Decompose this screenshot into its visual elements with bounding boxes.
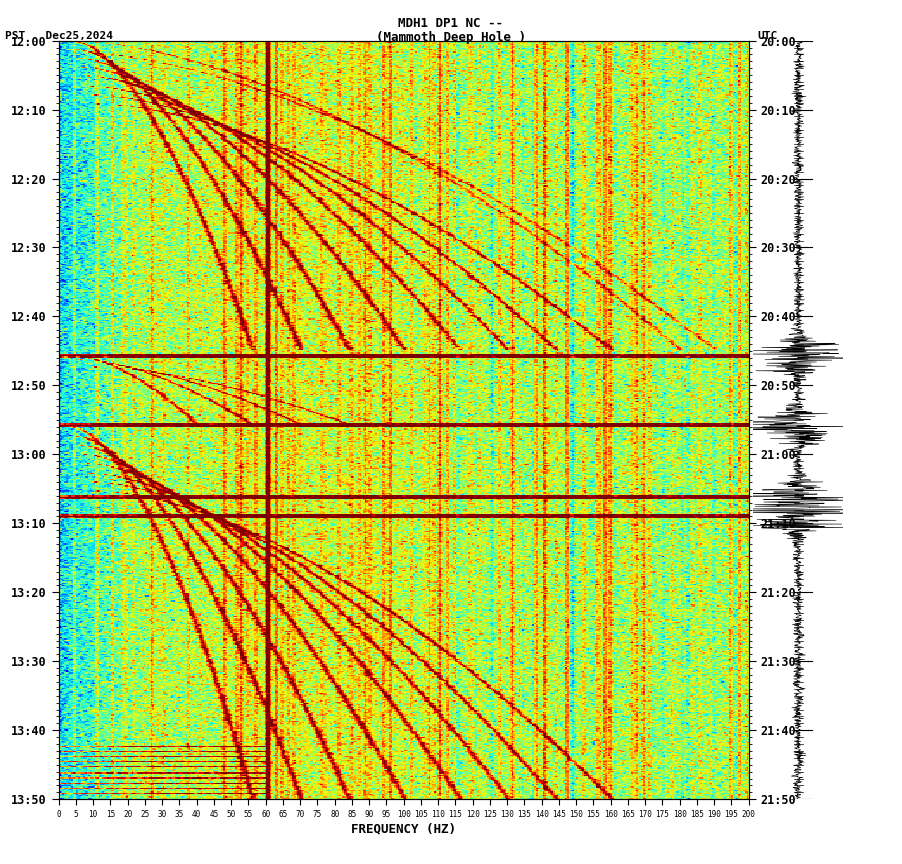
Text: PST   Dec25,2024: PST Dec25,2024 (5, 31, 113, 41)
X-axis label: FREQUENCY (HZ): FREQUENCY (HZ) (351, 823, 456, 835)
Text: UTC: UTC (758, 31, 778, 41)
Text: (Mammoth Deep Hole ): (Mammoth Deep Hole ) (376, 31, 526, 44)
Text: MDH1 DP1 NC --: MDH1 DP1 NC -- (399, 17, 503, 30)
